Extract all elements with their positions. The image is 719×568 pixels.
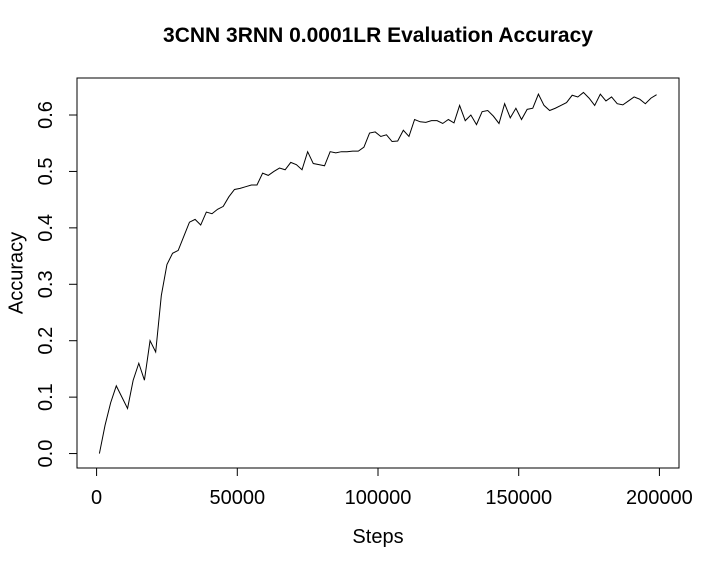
y-tick-label: 0.6 [35, 101, 57, 129]
y-tick-label: 0.5 [35, 158, 57, 186]
data-line [98, 91, 657, 454]
y-tick-label: 0.1 [35, 383, 57, 411]
y-axis-label: Accuracy [5, 232, 27, 314]
x-tick-label: 50000 [209, 487, 265, 509]
y-tick-label: 0.4 [35, 214, 57, 242]
x-tick-label: 100000 [345, 487, 412, 509]
x-tick-label: 150000 [485, 487, 552, 509]
y-tick-label: 0.2 [35, 327, 57, 355]
x-tick-label: 0 [91, 487, 102, 509]
x-axis-label: Steps [352, 526, 403, 548]
y-tick-label: 0.3 [35, 270, 57, 298]
chart-title: 3CNN 3RNN 0.0001LR Evaluation Accuracy [163, 24, 593, 47]
x-tick-label: 200000 [626, 487, 693, 509]
y-tick-label: 0.0 [35, 440, 57, 468]
plot-box [76, 77, 680, 469]
